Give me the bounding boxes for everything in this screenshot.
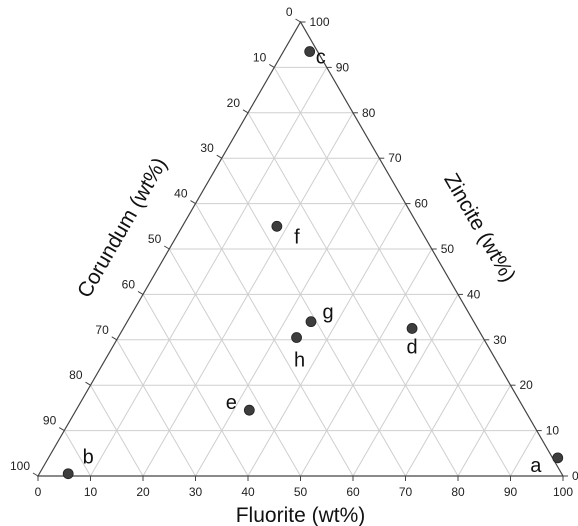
grid-line-corundum xyxy=(142,294,249,477)
corundum-tick-label: 0 xyxy=(286,5,293,19)
grid-line-corundum xyxy=(116,339,196,477)
grid-line-fluorite xyxy=(457,384,511,477)
fluorite-tick-label: 100 xyxy=(553,485,573,499)
corundum-tick xyxy=(58,427,65,432)
corundum-tick xyxy=(163,245,170,250)
grid-line-fluorite xyxy=(352,294,459,477)
data-point-d xyxy=(406,323,418,334)
corundum-tick xyxy=(85,381,91,386)
fluorite-tick-label: 50 xyxy=(294,485,308,499)
corundum-tick-label: 100 xyxy=(10,459,30,473)
data-point-f xyxy=(271,220,283,232)
grid-line-fluorite xyxy=(300,248,433,477)
corundum-tick-label: 10 xyxy=(253,50,267,64)
corundum-tick xyxy=(190,200,196,205)
corundum-tick xyxy=(137,290,144,295)
data-point-label-a: a xyxy=(530,455,542,477)
grid-lines xyxy=(63,66,538,477)
zincite-tick-label: 80 xyxy=(362,106,376,120)
grid-line-fluorite xyxy=(405,339,485,477)
corundum-tick-label: 50 xyxy=(148,232,162,246)
data-point-e xyxy=(243,404,255,416)
zincite-tick-label: 20 xyxy=(520,378,534,392)
corundum-tick-label: 40 xyxy=(174,187,188,201)
data-point-label-d: d xyxy=(407,336,418,358)
data-point-b xyxy=(62,468,74,480)
grid-line-fluorite xyxy=(90,67,328,477)
data-point-label-c: c xyxy=(316,47,326,69)
data-point-g xyxy=(305,316,317,328)
corundum-tick-label: 70 xyxy=(95,323,109,337)
data-point-label-g: g xyxy=(322,302,333,324)
data-point-a xyxy=(552,452,564,464)
corundum-tick-label: 80 xyxy=(69,368,83,382)
zincite-tick-label: 60 xyxy=(415,197,429,211)
data-point-label-h: h xyxy=(294,350,305,372)
zincite-axis-title: Zincite (wt%) xyxy=(439,169,520,286)
zincite-tick-label: 0 xyxy=(572,469,578,483)
grid-line-fluorite xyxy=(510,430,538,477)
data-points: a b c d e f g h xyxy=(62,46,564,480)
grid-line-corundum xyxy=(168,248,301,477)
corundum-tick-label: 20 xyxy=(227,96,241,110)
tick-labels: 0 10 20 30 40 50 60 70 80 90 100010203040506070809… xyxy=(10,5,578,499)
data-point-label-b: b xyxy=(83,447,94,469)
corundum-tick xyxy=(32,472,39,477)
zincite-tick-label: 10 xyxy=(546,424,560,438)
data-point-label-f: f xyxy=(294,226,300,248)
data-point-h xyxy=(291,332,302,343)
fluorite-tick-label: 70 xyxy=(399,485,413,499)
data-point-c xyxy=(304,46,316,57)
corundum-tick xyxy=(216,154,223,159)
corundum-tick xyxy=(268,63,275,68)
corundum-tick xyxy=(111,336,118,341)
fluorite-axis-title: Fluorite (wt%) xyxy=(236,504,366,526)
zincite-tick-label: 90 xyxy=(336,60,350,74)
zincite-tick-label: 30 xyxy=(493,333,507,347)
fluorite-tick-label: 60 xyxy=(346,485,360,499)
zincite-tick-label: 50 xyxy=(441,242,455,256)
corundum-tick-label: 90 xyxy=(43,414,57,428)
fluorite-tick-label: 10 xyxy=(84,485,98,499)
zincite-tick-label: 70 xyxy=(388,151,402,165)
data-point-label-e: e xyxy=(226,392,237,414)
fluorite-tick-label: 20 xyxy=(136,485,150,499)
zincite-tick-label: 40 xyxy=(467,287,481,301)
fluorite-tick-label: 30 xyxy=(189,485,203,499)
fluorite-tick-label: 80 xyxy=(451,485,465,499)
zincite-tick-label: 100 xyxy=(310,15,330,29)
corundum-tick xyxy=(295,18,301,23)
grid-line-corundum xyxy=(63,430,91,477)
fluorite-tick-label: 40 xyxy=(241,485,255,499)
fluorite-tick-label: 0 xyxy=(35,485,42,499)
corundum-tick xyxy=(242,109,249,114)
corundum-tick-label: 60 xyxy=(122,277,136,291)
fluorite-tick-label: 90 xyxy=(504,485,518,499)
grid-line-corundum xyxy=(90,384,144,477)
grid-line-fluorite xyxy=(195,157,380,477)
grid-line-corundum xyxy=(273,67,511,477)
corundum-tick-label: 30 xyxy=(200,141,214,155)
